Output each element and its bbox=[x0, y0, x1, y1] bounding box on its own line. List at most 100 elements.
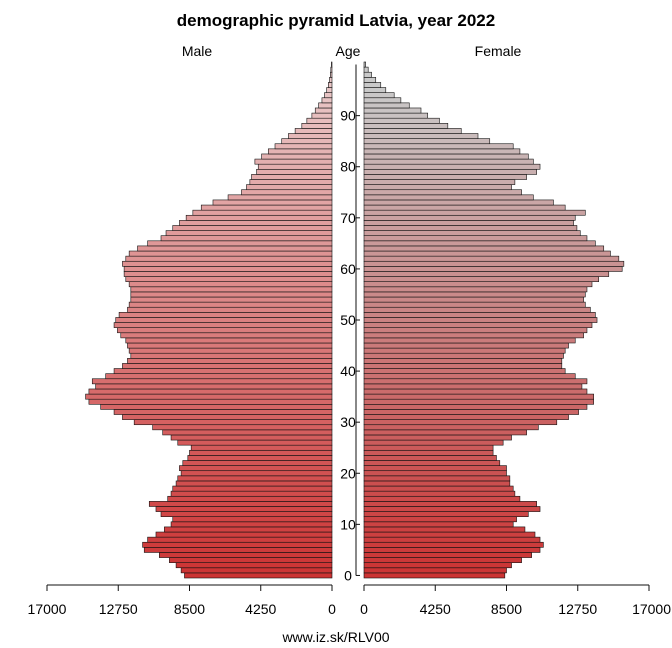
male-bar-age-83 bbox=[267, 148, 333, 155]
female-bar-age-83 bbox=[363, 148, 521, 155]
age-tick-label: 40 bbox=[340, 363, 356, 379]
age-tick-label: 70 bbox=[340, 210, 356, 226]
male-bar-age-80 bbox=[257, 163, 333, 170]
female-bar-age-43 bbox=[363, 352, 564, 359]
female-bar-age-26 bbox=[363, 439, 504, 446]
female-bar-age-93 bbox=[363, 97, 402, 104]
female-bar-age-73 bbox=[363, 199, 554, 206]
male-bar-age-7 bbox=[147, 536, 333, 543]
female-bar-age-51 bbox=[363, 312, 596, 318]
male-bar-age-22 bbox=[182, 460, 333, 466]
female-bar-age-61 bbox=[363, 260, 625, 267]
male-bar-age-1 bbox=[180, 567, 333, 574]
male-label: Male bbox=[182, 43, 213, 59]
male-bar-age-49 bbox=[113, 322, 333, 328]
male-bar-age-68 bbox=[172, 225, 333, 231]
female-bar-age-63 bbox=[363, 250, 611, 257]
female-bar-age-44 bbox=[363, 347, 566, 354]
male-bar-age-32 bbox=[113, 409, 333, 415]
male-bar-age-58 bbox=[125, 276, 333, 282]
female-bar-age-12 bbox=[363, 511, 529, 517]
male-bar-age-88 bbox=[301, 123, 333, 129]
male-bar-age-35 bbox=[85, 393, 333, 400]
male-x-tick-label: 4250 bbox=[245, 601, 276, 617]
male-bar-age-86 bbox=[288, 133, 333, 139]
age-tick-label: 30 bbox=[340, 414, 356, 430]
female-bar-age-33 bbox=[363, 403, 588, 410]
female-bar-age-17 bbox=[363, 485, 514, 492]
female-bar-age-22 bbox=[363, 460, 501, 466]
female-bar-age-11 bbox=[363, 516, 517, 523]
male-bar-age-24 bbox=[189, 449, 333, 456]
female-bar-age-30 bbox=[363, 419, 558, 426]
male-bar-age-59 bbox=[123, 271, 333, 277]
male-bar-age-11 bbox=[172, 516, 333, 523]
female-bar-age-34 bbox=[363, 398, 594, 405]
male-bar-age-63 bbox=[128, 250, 333, 257]
female-bar-age-71 bbox=[363, 209, 586, 216]
male-bar-age-43 bbox=[130, 352, 333, 359]
male-bar-age-52 bbox=[127, 306, 333, 313]
female-x-tick-label: 17000 bbox=[632, 601, 671, 617]
female-bars bbox=[363, 61, 625, 579]
female-bar-age-92 bbox=[363, 102, 410, 109]
female-bar-age-60 bbox=[363, 266, 623, 272]
male-bar-age-5 bbox=[143, 547, 333, 553]
male-bar-age-51 bbox=[118, 312, 333, 318]
male-bar-age-9 bbox=[164, 526, 333, 533]
male-bar-age-65 bbox=[147, 240, 333, 247]
male-bar-age-70 bbox=[185, 214, 333, 221]
male-x-tick-label: 17000 bbox=[28, 601, 67, 617]
male-bar-age-23 bbox=[187, 455, 333, 461]
male-x-tick-label: 12750 bbox=[99, 601, 138, 617]
female-bar-age-56 bbox=[363, 286, 588, 293]
female-bar-age-9 bbox=[363, 526, 526, 533]
male-bar-age-92 bbox=[318, 102, 333, 109]
female-bar-age-29 bbox=[363, 424, 539, 431]
female-bar-age-41 bbox=[363, 363, 563, 369]
male-bar-age-73 bbox=[212, 199, 333, 206]
male-bar-age-30 bbox=[133, 419, 333, 426]
chart-title: demographic pyramid Latvia, year 2022 bbox=[177, 11, 495, 30]
female-bar-age-18 bbox=[363, 480, 511, 487]
male-bar-age-14 bbox=[148, 501, 333, 507]
female-bar-age-62 bbox=[363, 255, 620, 262]
age-label: Age bbox=[336, 43, 361, 59]
female-bar-age-74 bbox=[363, 194, 534, 201]
male-x-tick-label: 0 bbox=[328, 601, 336, 617]
female-bar-age-15 bbox=[363, 495, 521, 502]
female-bar-age-49 bbox=[363, 322, 593, 328]
male-bar-age-72 bbox=[200, 204, 333, 211]
female-bar-age-38 bbox=[363, 378, 588, 385]
male-bar-age-36 bbox=[88, 388, 333, 395]
male-bar-age-20 bbox=[180, 470, 333, 477]
female-label: Female bbox=[475, 43, 522, 59]
male-bar-age-62 bbox=[125, 255, 333, 262]
female-bar-age-42 bbox=[363, 358, 563, 364]
female-bar-age-47 bbox=[363, 332, 584, 339]
female-bar-age-3 bbox=[363, 557, 522, 563]
male-bar-age-100 bbox=[331, 61, 333, 68]
female-bar-age-70 bbox=[363, 214, 576, 221]
female-bar-age-95 bbox=[363, 87, 387, 93]
female-bar-age-31 bbox=[363, 414, 569, 420]
female-bar-age-39 bbox=[363, 373, 576, 380]
male-bar-age-96 bbox=[328, 82, 333, 88]
male-bar-age-8 bbox=[155, 531, 333, 538]
age-axis: 0 10 20 30 40 50 60 70 80 90 bbox=[340, 64, 360, 583]
female-bar-age-78 bbox=[363, 174, 527, 180]
male-bar-age-91 bbox=[314, 107, 333, 114]
male-bar-age-39 bbox=[105, 373, 333, 380]
female-bar-age-19 bbox=[363, 475, 511, 482]
male-bar-age-85 bbox=[281, 138, 333, 145]
female-bar-age-5 bbox=[363, 547, 541, 553]
female-bar-age-87 bbox=[363, 128, 462, 134]
female-bar-age-94 bbox=[363, 92, 395, 99]
female-bar-age-10 bbox=[363, 521, 514, 528]
male-bar-age-78 bbox=[251, 174, 333, 180]
male-bar-age-10 bbox=[170, 521, 333, 528]
female-bar-age-8 bbox=[363, 531, 536, 538]
male-bar-age-82 bbox=[261, 153, 333, 160]
female-bar-age-64 bbox=[363, 245, 605, 252]
